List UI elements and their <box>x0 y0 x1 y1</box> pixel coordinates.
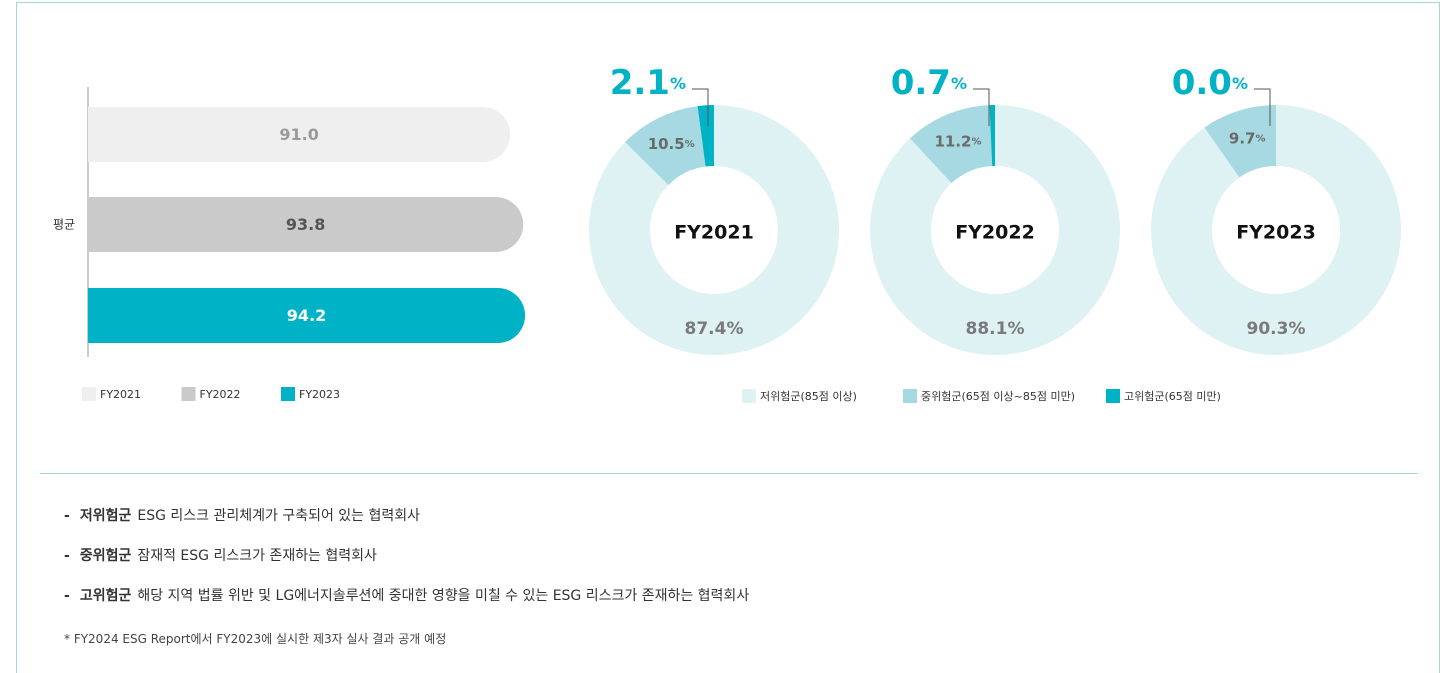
legend-label: 중위험군(65점 이상~85점 미만) <box>921 390 1075 403</box>
footnote: * FY2024 ESG Report에서 FY2023에 실시한 제3자 실사… <box>64 632 447 646</box>
donut-slice <box>588 105 840 355</box>
leader-line <box>692 88 709 126</box>
legend-swatch <box>82 387 96 401</box>
slice-callout: 0.7% <box>891 63 967 103</box>
donut-slice <box>1151 105 1402 355</box>
legend-label: FY2023 <box>299 388 340 401</box>
note-term: 중위험군 <box>79 548 132 564</box>
donut-slice <box>989 105 995 167</box>
legend-swatch <box>1106 389 1120 403</box>
donut-slice <box>625 106 706 186</box>
slice-label: 90.3% <box>1247 319 1306 339</box>
slice-label: 87.4% <box>685 319 744 339</box>
slice-label: 88.1% <box>966 319 1025 339</box>
bar-value-label: 94.2 <box>287 306 326 325</box>
legend-swatch <box>903 389 917 403</box>
note-text: 해당 지역 법률 위반 및 LG에너지솔루션에 중대한 영향을 미칠 수 있는 … <box>137 588 750 604</box>
note: 저위험군 ESG 리스크 관리체계가 구축되어 있는 협력회사 <box>64 504 749 544</box>
category-label: 평균 <box>53 218 75 232</box>
legend-label: FY2022 <box>200 388 241 401</box>
slice-callout: 2.1% <box>610 63 686 103</box>
slice-callout: 0.0% <box>1172 63 1248 103</box>
legend-label: 고위험군(65점 미만) <box>1124 390 1221 403</box>
bar <box>88 288 526 343</box>
donut-title: FY2021 <box>674 222 754 244</box>
separator <box>40 473 1418 474</box>
donut-slice <box>910 105 993 184</box>
bar-value-label: 93.8 <box>286 215 325 234</box>
leader-line <box>973 88 990 126</box>
bar-value-label: 91.0 <box>279 125 318 144</box>
legend-swatch <box>281 387 295 401</box>
donut-slice <box>1204 105 1276 178</box>
slice-label: 10.5% <box>648 135 695 153</box>
notes: 저위험군 ESG 리스크 관리체계가 구축되어 있는 협력회사 중위험군 잠재적 E… <box>64 504 749 624</box>
charts: 평균 91.0 FY2021 93.8 FY2022 94.2 FY2023 FY2021 87… <box>53 63 1402 403</box>
donut-slice <box>869 105 1120 356</box>
note-term: 고위험군 <box>79 588 132 604</box>
legend-swatch <box>742 389 756 403</box>
note: 고위험군 해당 지역 법률 위반 및 LG에너지솔루션에 중대한 영향을 미칠 수… <box>64 584 749 624</box>
slice-label: 9.7% <box>1229 129 1266 147</box>
frame <box>16 2 1440 673</box>
donut-title: FY2023 <box>1236 222 1316 244</box>
note-text: ESG 리스크 관리체계가 구축되어 있는 협력회사 <box>137 508 421 524</box>
donut-title: FY2022 <box>955 222 1035 244</box>
bar <box>88 197 524 252</box>
legend-label: FY2021 <box>100 388 141 401</box>
legend-swatch <box>181 387 196 401</box>
legend-label: 저위험군(85점 이상) <box>760 390 857 403</box>
note: 중위험군 잠재적 ESG 리스크가 존재하는 협력회사 <box>64 544 749 584</box>
slice-label: 11.2% <box>934 132 981 150</box>
leader-line <box>1254 88 1271 126</box>
bar <box>88 107 511 162</box>
note-term: 저위험군 <box>79 508 132 524</box>
note-text: 잠재적 ESG 리스크가 존재하는 협력회사 <box>137 548 377 564</box>
donut-slice <box>697 105 714 167</box>
